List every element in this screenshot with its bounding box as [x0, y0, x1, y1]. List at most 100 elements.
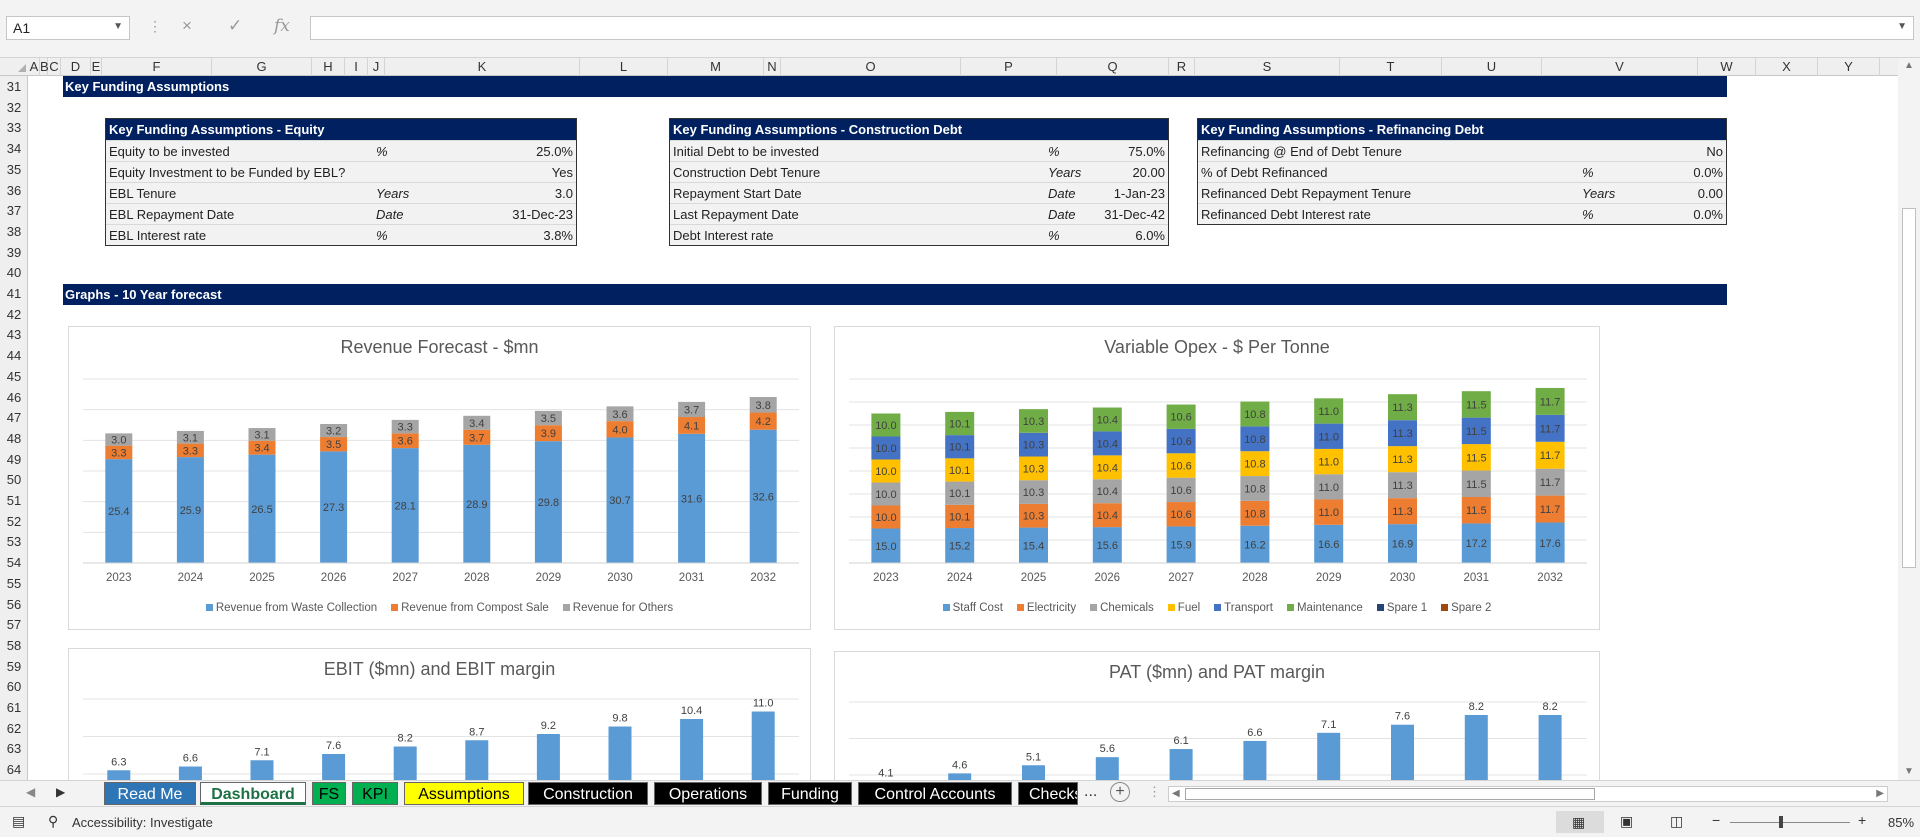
bar[interactable]	[107, 770, 131, 780]
pat-chart[interactable]: PAT ($mn) and PAT margin 4.1 4.6 5.1 5.6 6.1…	[834, 651, 1600, 780]
legend-entry[interactable]: Fuel	[1167, 602, 1200, 614]
bar[interactable]	[534, 425, 562, 442]
bar[interactable]	[1314, 499, 1344, 525]
bar[interactable]	[1019, 432, 1048, 457]
row-header[interactable]: 64	[6, 762, 22, 778]
bar[interactable]	[1461, 391, 1491, 418]
column-header[interactable]: Q	[1057, 58, 1169, 76]
bar[interactable]	[1535, 387, 1565, 415]
column-header[interactable]: K	[385, 58, 580, 76]
bar[interactable]	[1317, 732, 1341, 780]
column-header[interactable]: M	[668, 58, 764, 76]
bar[interactable]	[1019, 456, 1048, 481]
sheet-tab-dashboard[interactable]: Dashboard	[200, 782, 306, 805]
scroll-up-icon[interactable]: ▲	[1904, 60, 1914, 71]
accessibility-status[interactable]: Accessibility: Investigate	[72, 815, 213, 830]
zoom-out-icon[interactable]: −	[1712, 812, 1721, 828]
bar[interactable]	[176, 457, 204, 563]
bar[interactable]	[105, 433, 133, 446]
legend-entry[interactable]: Electricity	[1016, 602, 1076, 614]
accessibility-icon[interactable]: ⚲	[48, 813, 59, 829]
column-header[interactable]: V	[1542, 58, 1698, 76]
page-break-icon[interactable]: ◫	[1670, 813, 1684, 829]
bar[interactable]	[1166, 502, 1196, 527]
scroll-right-icon[interactable]: ▶	[1876, 788, 1884, 799]
column-header[interactable]: I	[345, 58, 368, 76]
bar[interactable]	[1388, 394, 1417, 421]
table-row[interactable]: Repayment Start Date Date 1-Jan-23	[670, 182, 1168, 203]
bar[interactable]	[1166, 526, 1196, 563]
chevron-down-icon[interactable]: ▼	[113, 21, 123, 32]
row-header[interactable]: 36	[6, 182, 22, 198]
bar[interactable]	[1388, 420, 1417, 447]
row-header[interactable]: 35	[6, 161, 22, 177]
column-header[interactable]: C	[48, 58, 61, 76]
row-header[interactable]: 38	[6, 223, 22, 239]
row-header[interactable]: 54	[6, 555, 22, 571]
bar[interactable]	[1019, 503, 1048, 528]
row-header[interactable]: 52	[6, 513, 22, 529]
row-header[interactable]: 63	[6, 741, 22, 757]
add-sheet-icon[interactable]: +	[1110, 782, 1130, 802]
row-header[interactable]: 37	[6, 203, 22, 219]
column-header[interactable]: X	[1756, 58, 1818, 76]
bar[interactable]	[1092, 479, 1122, 504]
bar[interactable]	[320, 423, 348, 438]
legend-entry[interactable]: Revenue for Others	[562, 602, 673, 614]
bar[interactable]	[1019, 409, 1048, 433]
column-header[interactable]: G	[212, 58, 312, 76]
sheet-tab-control-accounts[interactable]: Control Accounts	[858, 782, 1012, 805]
bar[interactable]	[945, 481, 975, 505]
tab-split-handle-icon[interactable]: ⋮	[1148, 784, 1161, 799]
bar[interactable]	[178, 766, 202, 781]
bar[interactable]	[1022, 765, 1045, 780]
bar[interactable]	[1092, 527, 1122, 563]
bar[interactable]	[534, 410, 562, 426]
bar[interactable]	[391, 448, 419, 563]
bar[interactable]	[1166, 428, 1196, 454]
bar[interactable]	[680, 719, 704, 780]
bar[interactable]	[1240, 525, 1270, 563]
row-header[interactable]: 41	[6, 286, 22, 301]
column-header[interactable]: O	[781, 58, 961, 76]
bar[interactable]	[1243, 740, 1267, 780]
bar[interactable]	[463, 444, 491, 563]
bar[interactable]	[945, 435, 975, 459]
sheet-tab-operations[interactable]: Operations	[654, 782, 762, 805]
column-header[interactable]: H	[312, 58, 345, 76]
bar[interactable]	[391, 419, 419, 434]
bar[interactable]	[1461, 470, 1491, 497]
bar[interactable]	[948, 773, 972, 780]
bar[interactable]	[1535, 468, 1565, 496]
table-row[interactable]: Construction Debt Tenure Years 20.00	[670, 161, 1168, 182]
bar[interactable]	[945, 504, 975, 529]
bar[interactable]	[1166, 453, 1196, 478]
table-row[interactable]: Equity to be invested% 25.0%	[106, 140, 576, 161]
bar[interactable]	[1166, 477, 1196, 503]
column-header[interactable]: Y	[1818, 58, 1880, 76]
table-row[interactable]: Equity Investment to be Funded by EBL? Ye…	[106, 161, 576, 182]
column-header[interactable]: W	[1698, 58, 1756, 76]
table-row[interactable]: EBL Interest rate% 3.8%	[106, 224, 576, 245]
row-header[interactable]: 51	[6, 493, 22, 508]
bar[interactable]	[606, 421, 634, 438]
row-header[interactable]: 58	[6, 637, 22, 653]
sheet-tab-read-me[interactable]: Read Me	[104, 782, 196, 805]
legend-entry[interactable]: Revenue from Compost Sale	[391, 602, 549, 614]
name-box[interactable]: A1 ▼	[6, 16, 130, 40]
row-header[interactable]: 53	[6, 534, 22, 550]
bar[interactable]	[871, 528, 901, 564]
bar[interactable]	[678, 401, 706, 418]
sheet-tab-fs[interactable]: FS	[312, 782, 346, 805]
bar[interactable]	[1240, 451, 1270, 477]
bar[interactable]	[176, 443, 204, 458]
column-header[interactable]: U	[1442, 58, 1542, 76]
sheet-tab-assumptions[interactable]: Assumptions	[404, 782, 524, 805]
bar[interactable]	[1240, 401, 1270, 427]
table-row[interactable]: Last Repayment Date Date 31-Dec-42	[670, 203, 1168, 224]
bar[interactable]	[945, 458, 975, 482]
bar[interactable]	[250, 760, 274, 780]
row-header[interactable]: 43	[6, 327, 22, 343]
select-all-icon[interactable]	[18, 64, 26, 72]
bar[interactable]	[1314, 423, 1344, 449]
